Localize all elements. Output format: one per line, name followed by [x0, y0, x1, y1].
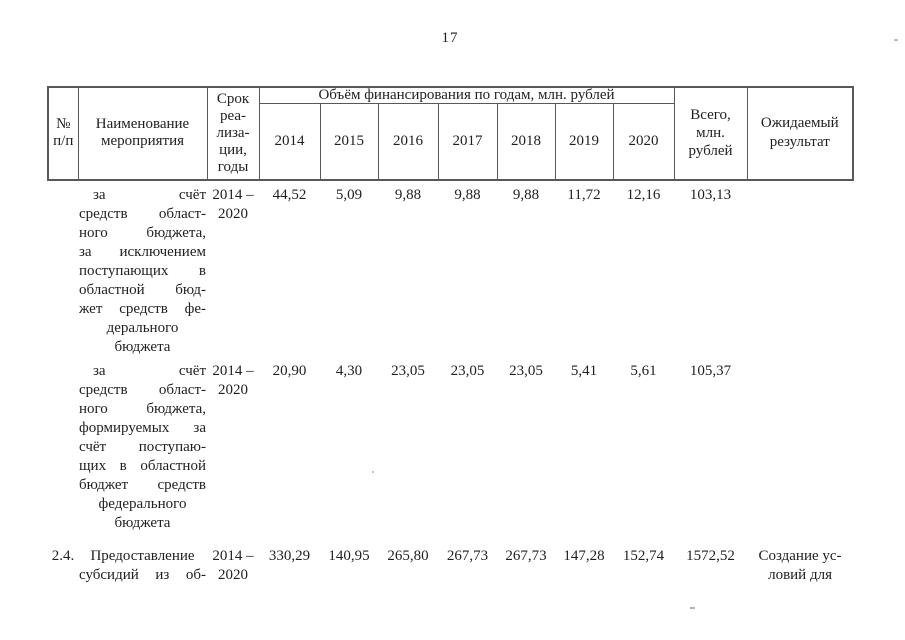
activity-name-line: бюджета	[114, 338, 171, 355]
expected-result-line: Создание ус-	[758, 547, 842, 564]
header-cell-financing-volume: Объём финансирования по годам, млн. рубл…	[258, 86, 675, 104]
header-cell-year-2019: 2019	[554, 103, 614, 181]
total-cell: 1572,52	[686, 547, 735, 564]
activity-name-line: бюджет средств	[79, 476, 206, 493]
year-value-cell: 147,28	[563, 547, 605, 564]
year-value-cell: 5,09	[335, 186, 363, 203]
activity-name-line: федерального	[98, 495, 187, 512]
header-cell-term: Срок реа- лиза- ции, годы	[206, 86, 260, 181]
activity-name-cell: за счёт средств област-ного бюджета, за ис…	[78, 180, 207, 357]
header-cell-year-2016: 2016	[377, 103, 439, 181]
year-value-cell: 330,29	[268, 547, 311, 564]
scan-speck	[894, 39, 898, 41]
scan-speck	[690, 607, 695, 609]
year-value-cell: 23,05	[509, 362, 543, 379]
row-number-cell	[48, 357, 78, 542]
activity-name-line: ного бюджета,	[79, 224, 206, 241]
activity-name-cell: Предоставление субсидий из об-	[78, 542, 207, 632]
activity-name-line: бюджета	[114, 514, 171, 531]
header-cell-year-2020: 2020	[612, 103, 675, 181]
activity-name-line: Предоставление	[90, 547, 195, 564]
year-value-cell: 23,05	[391, 362, 425, 379]
table-row: 2.4. Предоставление субсидий из об- 2014 – …	[48, 542, 853, 632]
header-cell-activity-name: Наименование мероприятия	[77, 86, 208, 181]
year-value-cell: 267,73	[505, 547, 547, 564]
financing-table: № п/п Наименование мероприятия Срок реа-…	[47, 86, 855, 632]
year-value-cell: 23,05	[450, 362, 485, 379]
year-value-cell: 267,73	[446, 547, 489, 564]
table-header: № п/п Наименование мероприятия Срок реа-…	[47, 86, 855, 181]
header-cell-year-2015: 2015	[319, 103, 379, 181]
year-value-cell: 11,72	[567, 186, 601, 203]
activity-name-line: областной бюд-	[79, 281, 206, 298]
activity-name-line: субсидий из об-	[79, 566, 206, 583]
activity-name-line: средств област-	[79, 205, 206, 222]
expected-result-cell: Создание ус-ловий для	[747, 542, 853, 632]
term-cell: 2014 – 2020	[212, 362, 254, 398]
row-number-cell	[48, 180, 78, 357]
header-cell-total: Всего, млн. рублей	[673, 86, 748, 181]
year-value-cell: 44,52	[272, 186, 307, 203]
table-row: за счёт средств област-ного бюджета, форми…	[48, 357, 853, 542]
page-number: 17	[441, 30, 459, 46]
year-value-cell: 152,74	[622, 547, 665, 564]
activity-name-line: щих в областной	[79, 457, 206, 474]
year-value-cell: 9,88	[394, 186, 422, 203]
year-value-cell: 4,30	[335, 362, 363, 379]
year-value-cell: 9,88	[454, 186, 481, 203]
header-cell-expected-result: Ожидаемый результат	[746, 86, 855, 181]
term-cell: 2014 – 2020	[212, 547, 254, 583]
activity-name-line: поступающих в	[79, 262, 206, 279]
activity-name-line: дерального	[106, 319, 179, 336]
year-value-cell: 12,16	[626, 186, 661, 203]
total-cell: 105,37	[689, 362, 732, 379]
total-cell: 103,13	[689, 186, 732, 203]
header-cell-number: № п/п	[47, 86, 79, 181]
activity-name-line: за счёт	[93, 362, 206, 379]
year-value-cell: 5,61	[630, 362, 657, 379]
activity-name-line: за исключением	[79, 243, 206, 260]
term-cell: 2014 – 2020	[212, 186, 254, 222]
activity-name-line: ного бюджета,	[79, 400, 206, 417]
header-cell-year-2018: 2018	[496, 103, 556, 181]
table-body: за счёт средств област-ного бюджета, за ис…	[48, 180, 853, 632]
header-cell-year-2017: 2017	[437, 103, 498, 181]
year-value-cell: 9,88	[512, 186, 540, 203]
expected-result-cell	[747, 357, 853, 542]
activity-name-line: средств област-	[79, 381, 206, 398]
expected-result-cell	[747, 180, 853, 357]
year-value-cell: 5,41	[570, 362, 598, 379]
year-value-cell: 265,80	[387, 547, 429, 564]
activity-name-line: формируемых за	[79, 419, 206, 436]
activity-name-line: жет средств фе-	[79, 300, 206, 317]
activity-name-line: за счёт	[93, 186, 206, 203]
year-value-cell: 20,90	[272, 362, 307, 379]
activity-name-line: счёт поступаю-	[79, 438, 206, 455]
expected-result-line: ловий для	[768, 566, 832, 583]
header-cell-year-2014: 2014	[258, 103, 321, 181]
activity-name-cell: за счёт средств област-ного бюджета, форми…	[78, 357, 207, 542]
row-number-cell: 2.4.	[51, 547, 75, 564]
year-value-cell: 140,95	[328, 547, 370, 564]
scan-speck	[372, 471, 374, 473]
table-row: за счёт средств област-ного бюджета, за ис…	[48, 180, 853, 357]
